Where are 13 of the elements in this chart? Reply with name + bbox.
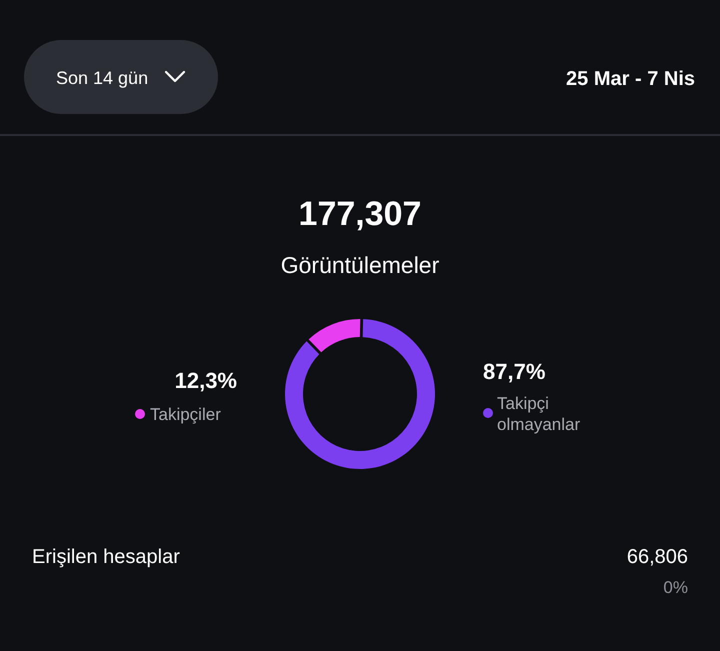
text: 25 Mar - 7 Nis xyxy=(566,68,695,90)
legend-label: Takipçi olmayanlar xyxy=(497,394,580,434)
chart-subtitle: Görüntülemeler xyxy=(280,252,440,278)
donut-slice xyxy=(285,319,435,469)
text: Son 14 gün xyxy=(56,68,148,88)
text: Erişilen hesaplar xyxy=(32,546,180,568)
text: 0% xyxy=(663,578,688,597)
data-label: 87,7% xyxy=(483,359,546,384)
text: 66,806 xyxy=(626,546,688,568)
chart-title: 177,307 xyxy=(298,195,422,233)
legend-label: Takipçiler xyxy=(150,405,222,424)
data-label: 12,3% xyxy=(174,368,237,393)
donut-slice xyxy=(308,319,360,352)
